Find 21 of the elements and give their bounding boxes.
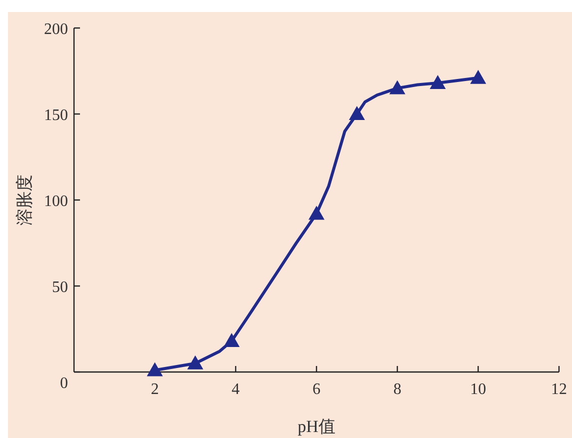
x-tick-label: 10 [470,381,486,398]
point [224,333,240,348]
y-tick-label: 100 [44,193,68,210]
point [187,355,204,370]
x-tick-label: 12 [551,381,567,398]
point [146,362,163,376]
y-axis-title: 溶胀度 [15,174,34,226]
x-tick-label: 8 [393,381,402,398]
y-tick-label: 50 [52,279,68,296]
point [470,70,486,84]
x-tick-label: 4 [232,381,240,398]
point [348,106,365,120]
x-axis-title: pH值 [298,417,336,436]
y-tick-label: 0 [60,375,68,392]
x-tick-label: 2 [150,381,159,398]
y-tick-label: 200 [44,21,68,38]
point [308,206,324,220]
x-tick-label: 6 [312,381,320,398]
point [389,80,406,94]
y-tick-label: 150 [44,107,68,124]
point [430,75,446,90]
